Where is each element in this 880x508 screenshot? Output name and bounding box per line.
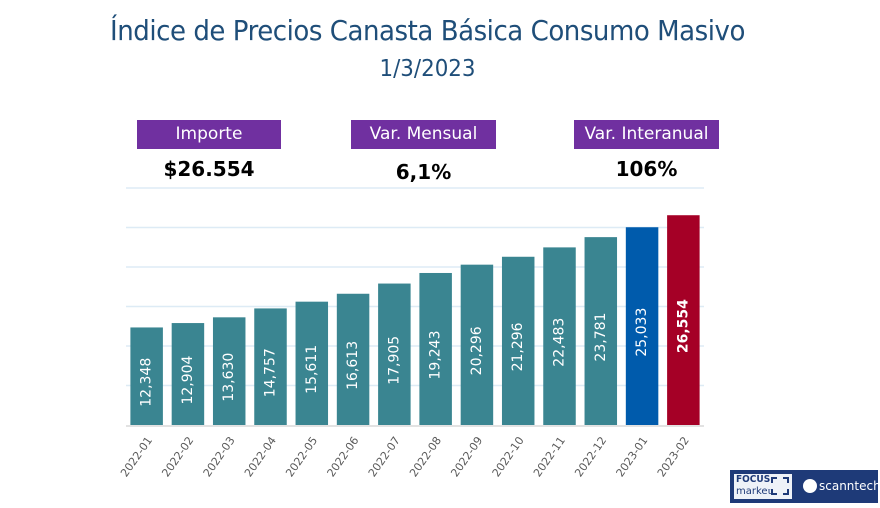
kpi-value-var-interanual: 106% [615, 157, 678, 181]
page-title: Índice de Precios Canasta Básica Consumo… [110, 14, 745, 47]
data-label-2022-07: 17,905 [386, 336, 402, 385]
data-label-2022-09: 20,296 [469, 326, 485, 375]
focus-logo-text: FOCUS [736, 474, 771, 485]
scanntech-logo-icon [803, 479, 817, 493]
x-tick-2023-02: 2023-02 [655, 434, 692, 479]
x-tick-2022-08: 2022-08 [407, 434, 444, 479]
x-tick-2022-02: 2022-02 [159, 434, 196, 479]
bar-2022-06 [336, 293, 370, 425]
x-tick-2022-10: 2022-10 [490, 434, 527, 479]
x-tick-2022-03: 2022-03 [201, 434, 238, 479]
bars [130, 215, 700, 425]
bar-2023-02 [667, 215, 700, 425]
bar-2022-05 [295, 301, 329, 425]
data-label-2022-04: 14,757 [263, 348, 279, 397]
x-tick-2023-01: 2023-01 [614, 434, 651, 479]
bar-2022-01 [130, 327, 163, 425]
x-tick-2022-04: 2022-04 [242, 434, 279, 479]
x-tick-2022-01: 2022-01 [118, 434, 155, 479]
kpi-label-importe: Importe [137, 120, 281, 149]
focus-market-logo: FOCUS market [734, 474, 792, 499]
kpi-value-importe: $26.554 [163, 157, 255, 181]
data-label-2022-10: 21,296 [510, 322, 526, 371]
bar-2022-07 [378, 283, 411, 425]
data-label-2022-08: 19,243 [428, 330, 444, 379]
bar-2022-04 [254, 308, 287, 425]
bar-2022-08 [419, 272, 452, 425]
kpi-label-var-interanual: Var. Interanual [574, 120, 719, 149]
x-tick-2022-05: 2022-05 [283, 434, 320, 479]
data-label-2023-02: 26,554 [675, 299, 691, 353]
data-label-2022-02: 12,904 [180, 355, 196, 404]
data-label-2022-11: 22,483 [552, 318, 568, 367]
x-axis-tick-labels: 2022-01 2022-02 2022-03 2022-04 2022-05 2022-… [118, 434, 692, 479]
data-label-2023-01: 25,033 [634, 308, 650, 357]
report-date: 1/3/2023 [379, 56, 476, 82]
bar-2022-11 [543, 247, 576, 425]
x-tick-2022-09: 2022-09 [448, 434, 485, 479]
bar-2023-01 [625, 227, 659, 425]
scanntech-logo-text: scanntech [819, 479, 880, 493]
data-label-2022-12: 23,781 [593, 313, 609, 362]
data-labels: 12,348 12,904 13,630 14,757 15,611 16,613 17,9… [139, 299, 692, 407]
brand-logos: FOCUS market scanntech [730, 470, 880, 503]
data-label-2022-05: 15,611 [304, 345, 320, 394]
x-tick-2022-12: 2022-12 [572, 434, 609, 479]
data-label-2022-03: 13,630 [221, 353, 237, 402]
gridlines [126, 187, 704, 427]
bar-2022-02 [171, 323, 205, 425]
bar-2022-09 [460, 264, 494, 425]
kpi-value-var-mensual: 6,1% [395, 160, 452, 184]
x-tick-2022-07: 2022-07 [366, 434, 403, 479]
x-tick-2022-11: 2022-11 [531, 434, 568, 479]
kpi-label-var-mensual: Var. Mensual [351, 120, 496, 149]
bar-2022-10 [501, 256, 535, 425]
bar-2022-03 [212, 317, 246, 425]
x-tick-2022-06: 2022-06 [325, 434, 362, 479]
market-logo-text: market [736, 486, 772, 497]
data-label-2022-06: 16,613 [345, 341, 361, 390]
data-label-2022-01: 12,348 [139, 358, 155, 407]
bar-2022-12 [584, 237, 618, 425]
